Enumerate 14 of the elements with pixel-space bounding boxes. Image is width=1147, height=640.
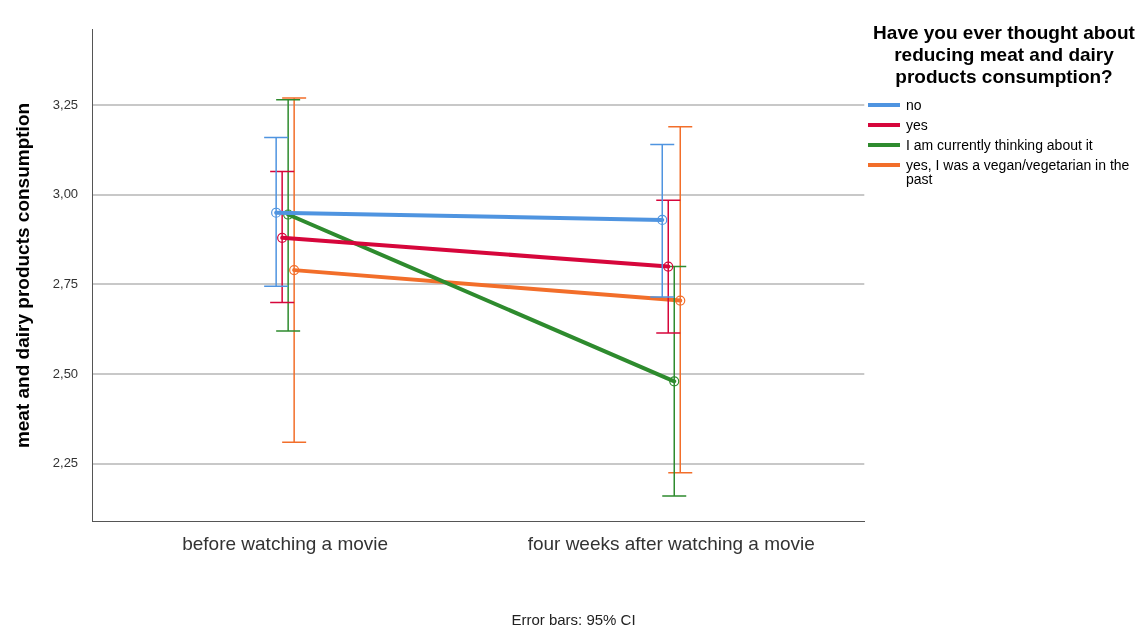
legend-label: yes, I was a vegan/vegetarian in the past <box>906 157 1131 187</box>
legend-label: no <box>906 97 922 113</box>
x-tick-label: before watching a movie <box>182 532 389 554</box>
text: Error bars: 95% CI <box>510 611 637 628</box>
legend-label: yes <box>906 117 928 133</box>
legend-label: I am currently thinking about it <box>906 137 1093 153</box>
y-tick-label: 2,50 <box>52 365 79 381</box>
legend-title: Have you ever thought about reducing meat and dairy products consumption? <box>872 22 1136 88</box>
y-tick-label: 2,25 <box>52 455 79 471</box>
y-tick-label: 2,75 <box>52 276 79 292</box>
y-tick-label: 3,25 <box>52 96 79 112</box>
y-axis-title: meat and dairy products consumption <box>11 102 33 449</box>
y-tick-label: 3,00 <box>52 186 79 202</box>
x-tick-label: four weeks after watching a movie <box>527 532 815 554</box>
